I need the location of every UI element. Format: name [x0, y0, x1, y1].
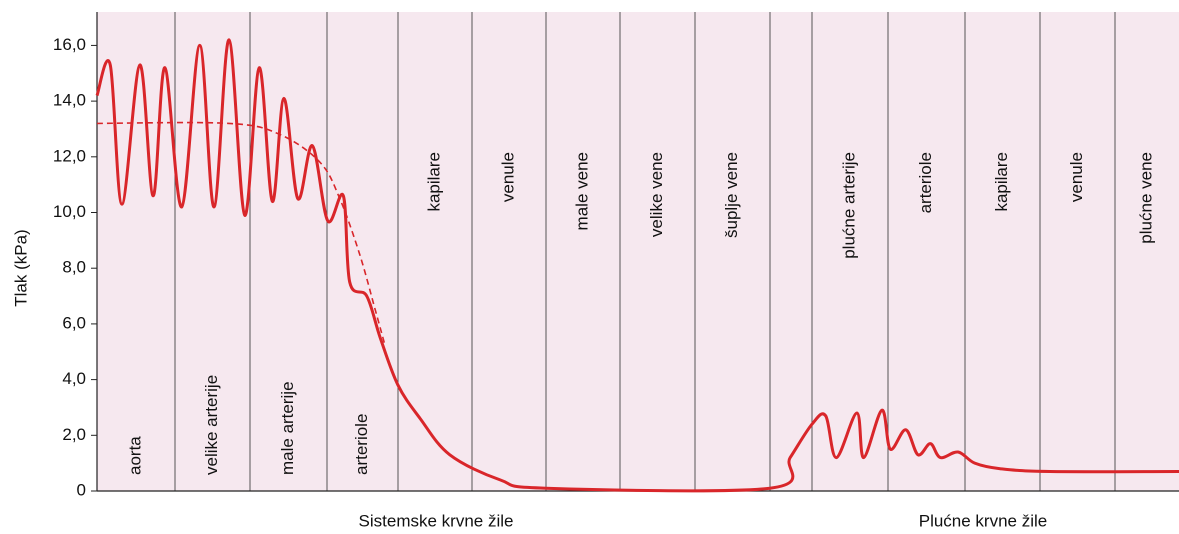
y-tick-label: 12,0 — [53, 146, 86, 165]
y-tick-label: 0 — [77, 480, 86, 499]
y-tick-label: 2,0 — [62, 425, 86, 444]
category-label: šuplje vene — [722, 152, 741, 238]
category-label: male vene — [572, 152, 591, 230]
y-tick-label: 6,0 — [62, 313, 86, 332]
category-label: arteriole — [916, 152, 935, 213]
category-label: velike vene — [647, 152, 666, 237]
y-tick-label: 8,0 — [62, 258, 86, 277]
category-label: kapilare — [424, 152, 443, 212]
category-label: kapilare — [992, 152, 1011, 212]
category-label: venule — [1067, 152, 1086, 202]
y-tick-label: 14,0 — [53, 91, 86, 110]
pressure-line — [95, 38, 1179, 493]
y-tick-label: 16,0 — [53, 35, 86, 54]
category-label: male arterije — [278, 381, 297, 475]
mean-pressure-line — [96, 121, 386, 347]
group-label: Plućne krvne žile — [919, 511, 1048, 530]
category-label: arteriole — [352, 414, 371, 475]
category-label: plućne vene — [1136, 152, 1155, 244]
category-label: plućne arterije — [839, 152, 858, 259]
y-tick-label: 4,0 — [62, 369, 86, 388]
group-label: Sistemske krvne žile — [359, 511, 514, 530]
category-label: aorta — [125, 436, 144, 475]
y-axis-label: Tlak (kPa) — [11, 229, 30, 306]
category-label: venule — [498, 152, 517, 202]
y-tick-label: 10,0 — [53, 202, 86, 221]
plot-background — [97, 12, 1179, 491]
category-label: velike arterije — [202, 375, 221, 475]
